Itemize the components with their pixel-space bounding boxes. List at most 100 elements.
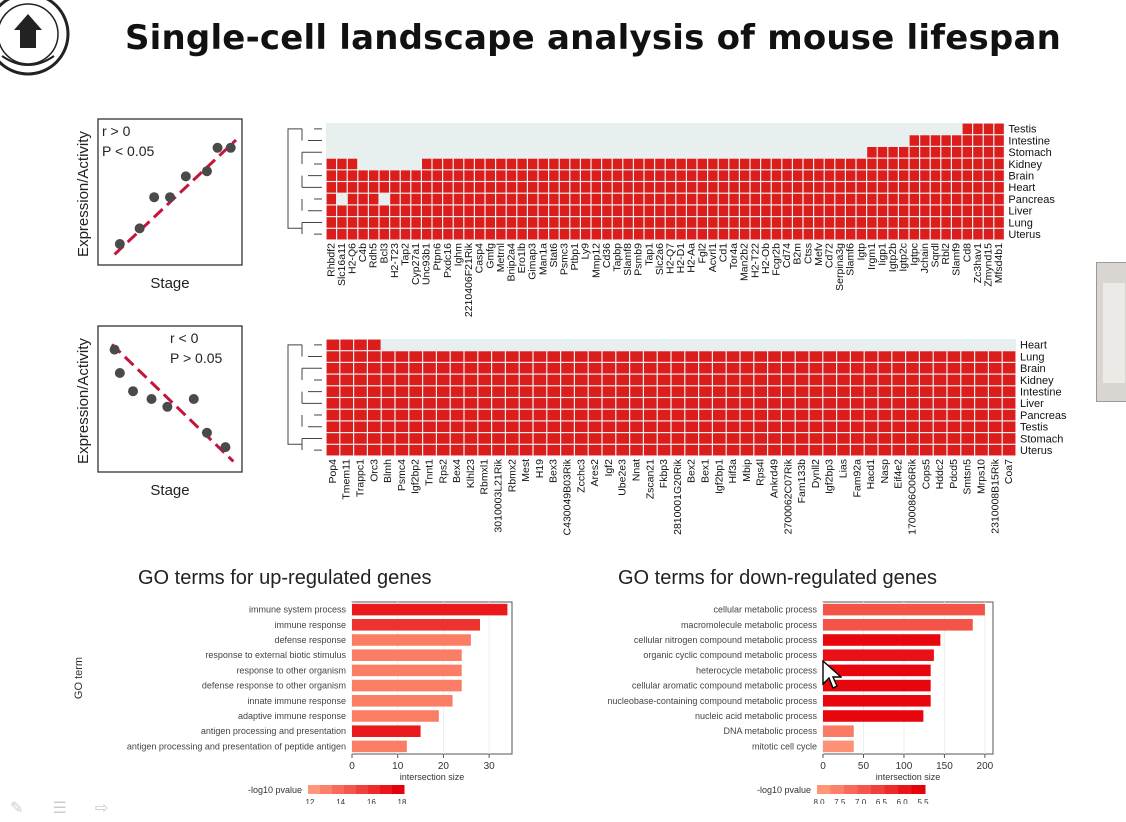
heatmap-cell [602, 182, 612, 193]
gene-label: Cd72 [824, 243, 836, 268]
gene-label: Ighm [453, 243, 465, 267]
heatmap-cell [768, 386, 781, 397]
heatmap-cell [920, 135, 930, 146]
heatmap-cell [899, 158, 909, 170]
gene-label: Ero1lb [516, 243, 528, 274]
heatmap-cell [856, 205, 866, 216]
data-point [201, 427, 212, 438]
menu-icon[interactable]: ☰ [52, 800, 67, 817]
heatmap-upregulated: TestisIntestineStomachKidneyBrainHeartPa… [287, 123, 1055, 317]
heatmap-cell [920, 182, 930, 193]
heatmap-cell [358, 205, 368, 216]
heatmap-cell [740, 228, 750, 240]
bar [352, 695, 453, 707]
bar [352, 725, 421, 737]
heatmap-cell [354, 433, 367, 444]
heatmap-cell [851, 409, 864, 421]
heatmap-cell [561, 421, 574, 432]
heatmap-cell [814, 158, 824, 170]
heatmap-cell [1002, 386, 1016, 397]
heatmap-cell [856, 193, 866, 205]
heatmap-cell [877, 217, 888, 228]
heatmap-cell [793, 182, 803, 193]
bar [352, 679, 462, 692]
heatmap-cell [713, 398, 726, 409]
heatmap-cell [835, 228, 845, 240]
heatmap-cell [864, 433, 878, 444]
heatmap-cell [453, 182, 464, 193]
heatmap-cell [846, 170, 856, 181]
heatmap-cell [485, 170, 495, 181]
gene-label: Igf2 [603, 459, 615, 477]
heatmap-cell [409, 363, 422, 374]
heatmap-cell [835, 182, 845, 193]
heatmap-cell [941, 170, 951, 181]
gene-label: Igtpc [908, 243, 920, 266]
heatmap-cell [699, 421, 712, 432]
heatmap-cell [671, 409, 685, 421]
heatmap-cell [856, 182, 866, 193]
heatmap-cell [602, 386, 616, 397]
heatmap-cell [528, 193, 538, 205]
heatmap-cell [538, 228, 548, 240]
heatmap-cell [795, 351, 809, 362]
heatmap-cell [687, 217, 697, 228]
heatmap-cell [519, 386, 533, 397]
pen-icon[interactable]: ✎ [10, 800, 24, 817]
heatmap-cell [837, 398, 850, 409]
heatmap-cell [782, 217, 792, 228]
heatmap-cell [644, 433, 657, 444]
tissue-label: Heart [1020, 340, 1047, 352]
x-tick-label: 0 [820, 761, 826, 772]
heatmap-cell [983, 228, 994, 240]
heatmap-cell [994, 158, 1004, 170]
gene-label: H2-Q6 [347, 243, 359, 274]
heatmap-cell [754, 363, 767, 374]
x-axis-label: intersection size [400, 772, 465, 782]
gene-label: H2-Q7 [665, 243, 677, 274]
heatmap-cell [941, 135, 951, 146]
heatmap-cell [975, 421, 988, 432]
heatmap-cell [793, 158, 803, 170]
heatmap-cell [877, 182, 888, 193]
heatmap-cell [644, 182, 654, 193]
heatmap-cell [423, 363, 436, 374]
heatmap-cell [655, 217, 665, 228]
heatmap-cell [835, 217, 845, 228]
heatmap-cell [612, 228, 623, 240]
heatmap-cell [354, 363, 367, 374]
heatmap-cell [899, 228, 909, 240]
heatmap-cell [409, 421, 422, 432]
arrow-right-icon[interactable]: ⇨ [94, 800, 109, 817]
x-axis-label: Stage [150, 275, 189, 292]
tissue-label: Pancreas [1020, 410, 1067, 422]
gene-label: H19 [534, 459, 546, 478]
heatmap-cell [809, 444, 823, 456]
gene-label: H2-Ob [760, 243, 772, 274]
heatmap-cell [823, 386, 836, 397]
heatmap-cell [933, 421, 947, 432]
gene-label: Tnnt1 [424, 459, 436, 486]
heatmap-cell [1002, 444, 1016, 456]
gene-label: Pop4 [327, 459, 339, 484]
heatmap-cell [326, 363, 340, 374]
heatmap-cell [492, 363, 505, 374]
heatmap-cell [729, 228, 739, 240]
gene-label: Cd8 [961, 243, 973, 262]
heatmap-cell [899, 193, 909, 205]
heatmap-cell [899, 217, 909, 228]
heatmap-cell [450, 421, 464, 432]
heatmap-cell [340, 444, 353, 456]
heatmap-cell [713, 421, 726, 432]
heatmap-cell [326, 158, 336, 170]
gene-label: Bex1 [700, 459, 712, 483]
heatmap-cell [549, 228, 559, 240]
colorbar-swatch [830, 785, 845, 794]
video-thumbnail[interactable] [1096, 262, 1126, 402]
heatmap-cell [443, 205, 453, 216]
heatmap-cell [906, 374, 919, 386]
heatmap-cell [528, 182, 538, 193]
heatmap-cell [347, 205, 358, 216]
heatmap-cell [867, 205, 877, 216]
heatmap-cell [496, 170, 506, 181]
